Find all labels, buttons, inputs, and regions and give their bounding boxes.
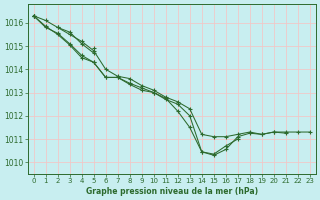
X-axis label: Graphe pression niveau de la mer (hPa): Graphe pression niveau de la mer (hPa) [86, 187, 258, 196]
